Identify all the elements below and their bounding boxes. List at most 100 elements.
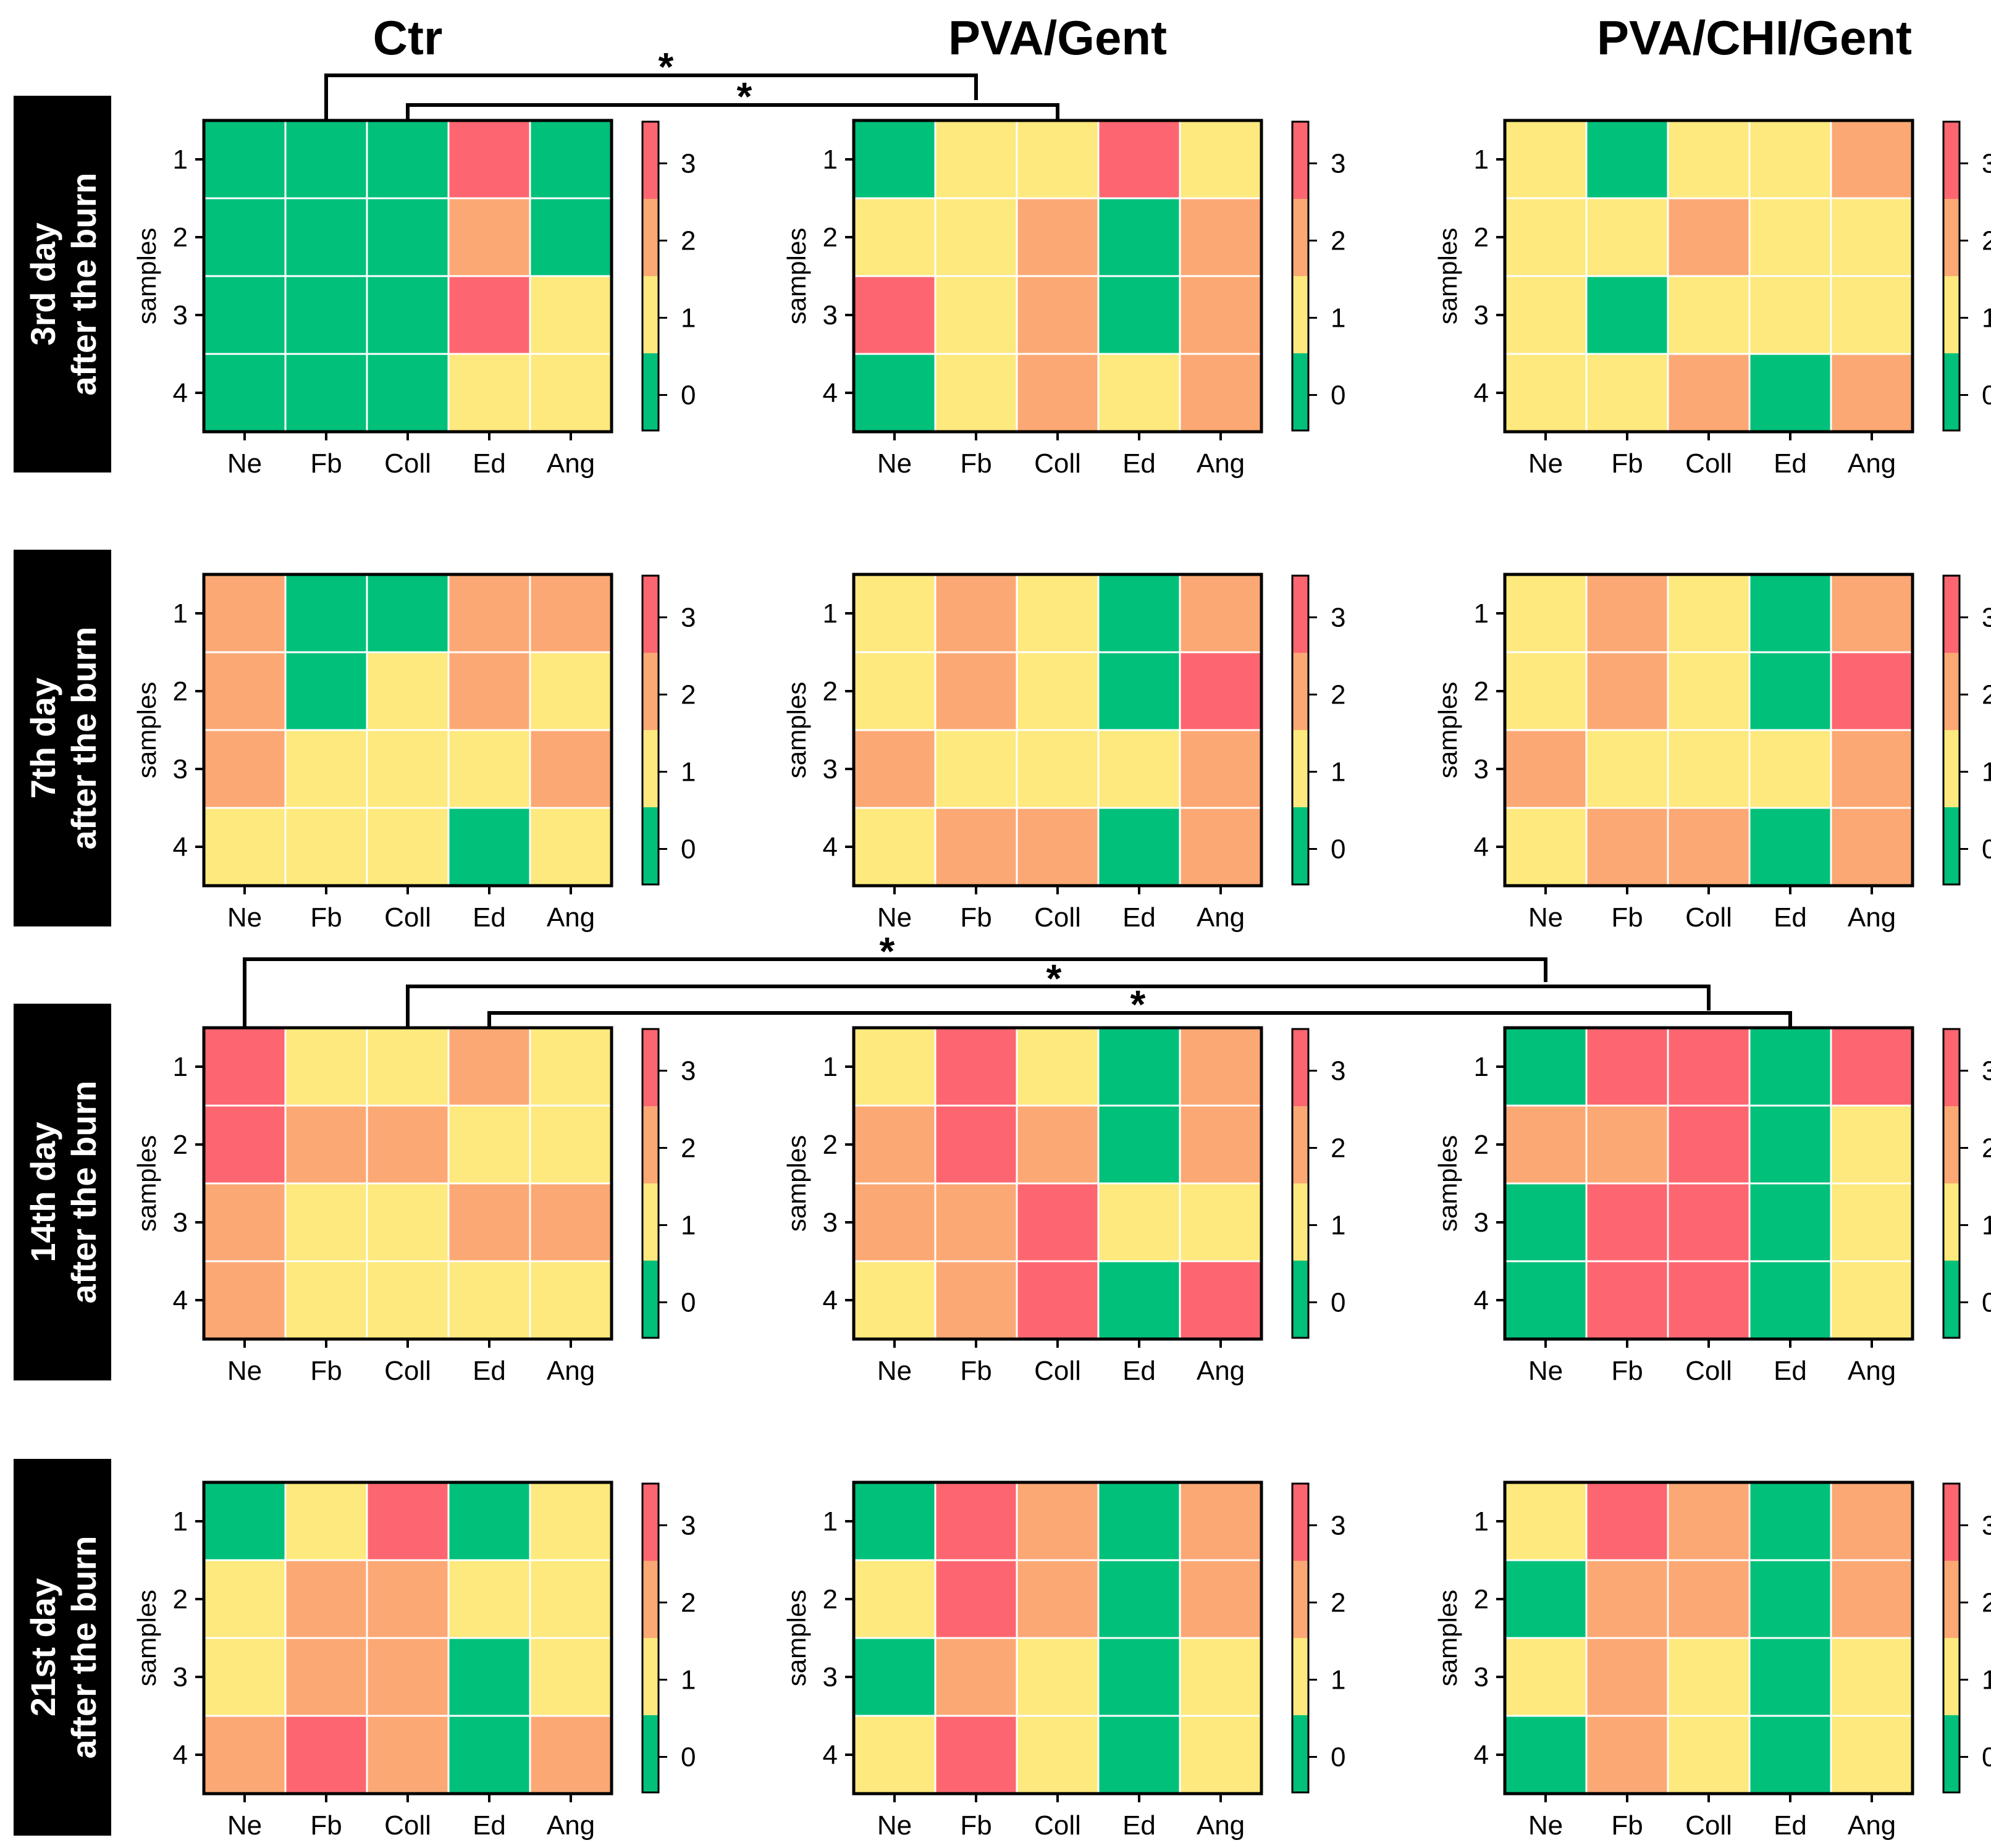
cell-r2-c1-s4-Ne <box>852 1260 937 1340</box>
cell-r0-c1-s4-Ne <box>852 353 937 433</box>
cell-r1-c1-s1-Ang <box>1179 573 1263 653</box>
cell-r3-c2-s2-Ang <box>1830 1559 1914 1639</box>
x-tick-label: Ed <box>473 1810 506 1841</box>
cell-r0-c1-s1-Coll <box>1016 119 1100 200</box>
cell-r3-c2-s3-Coll <box>1667 1637 1751 1717</box>
colorbar-segment <box>1292 1106 1308 1183</box>
colorbar-segment <box>1943 807 1959 884</box>
cell-r1-c2-s3-Coll <box>1667 729 1751 809</box>
x-tick-label: Ang <box>1197 1356 1245 1386</box>
cell-r2-c1-s3-Coll <box>1016 1182 1100 1262</box>
y-tick-label: 3 <box>823 1208 838 1238</box>
cell-r0-c1-s3-Coll <box>1016 275 1100 355</box>
cell-r3-c0-s4-Ne <box>203 1715 287 1795</box>
cell-r1-c0-s3-Coll <box>366 729 450 809</box>
cell-r0-c1-s3-Fb <box>934 275 1018 355</box>
cell-r2-c0-s4-Ang <box>529 1260 613 1340</box>
cell-r3-c1-s4-Ed <box>1097 1715 1181 1795</box>
cell-r3-c0-s3-Coll <box>366 1637 450 1717</box>
cell-r3-c1-s1-Fb <box>934 1481 1018 1561</box>
cell-r3-c0-s1-Ed <box>447 1481 531 1561</box>
x-tick-label: Ed <box>473 448 506 479</box>
x-tick-label: Fb <box>1611 1810 1643 1841</box>
cell-r3-c0-s4-Coll <box>366 1715 450 1795</box>
svg-text:*: * <box>659 44 674 89</box>
colorbar-tick-label: 1 <box>1331 757 1345 788</box>
colorbar-segment <box>642 199 659 276</box>
cell-r0-c0-s1-Fb <box>284 119 368 200</box>
colorbar-tick-label: 2 <box>681 1588 696 1618</box>
cell-r2-c2-s2-Ed <box>1748 1104 1832 1185</box>
cell-r2-c1-s1-Ed <box>1097 1027 1181 1107</box>
colorbar-tick-label: 2 <box>1982 1133 1991 1164</box>
y-tick-label: 4 <box>823 1285 838 1316</box>
colorbar-segment <box>1943 576 1959 653</box>
cell-r0-c0-s1-Ang <box>529 119 613 200</box>
colorbar-tick-label: 1 <box>1331 1665 1345 1695</box>
x-tick-label: Ed <box>1122 1356 1156 1386</box>
x-tick-label: Ang <box>1197 902 1245 933</box>
colorbar-tick-label: 3 <box>1982 603 1991 633</box>
cell-r3-c0-s2-Ang <box>529 1559 613 1639</box>
colorbar-segment <box>1292 1029 1308 1106</box>
x-tick-label: Ed <box>1774 902 1807 933</box>
x-tick-label: Fb <box>310 1810 342 1841</box>
cell-r0-c1-s1-Fb <box>934 119 1018 200</box>
cell-r1-c2-s1-Ne <box>1504 573 1588 653</box>
colorbar-segment <box>1292 122 1308 199</box>
x-tick-label: Ang <box>547 1810 595 1841</box>
y-tick-label: 2 <box>823 222 838 253</box>
cell-r3-c2-s4-Ne <box>1504 1715 1588 1795</box>
cell-r3-c1-s4-Coll <box>1016 1715 1100 1795</box>
y-tick-label: 3 <box>1474 1208 1489 1238</box>
cell-r0-c1-s2-Ne <box>852 197 937 277</box>
cell-r0-c1-s4-Fb <box>934 353 1018 433</box>
cell-r1-c0-s2-Coll <box>366 651 450 731</box>
cell-r3-c1-s4-Fb <box>934 1715 1018 1795</box>
cell-r0-c1-s1-Ed <box>1097 119 1181 200</box>
colorbar-segment <box>642 576 659 653</box>
cell-r3-c0-s2-Ne <box>203 1559 287 1639</box>
x-tick-label: Ed <box>1122 902 1156 933</box>
cell-r3-c1-s2-Ed <box>1097 1559 1181 1639</box>
cell-r3-c2-s3-Fb <box>1585 1637 1669 1717</box>
cell-r3-c1-s1-Coll <box>1016 1481 1100 1561</box>
cell-r3-c0-s3-Ang <box>529 1637 613 1717</box>
cell-r0-c0-s2-Fb <box>284 197 368 277</box>
cell-r1-c2-s2-Fb <box>1585 651 1669 731</box>
cell-r2-c2-s1-Ne <box>1504 1027 1588 1107</box>
colorbar-tick-label: 1 <box>1982 303 1991 334</box>
cell-r3-c2-s4-Fb <box>1585 1715 1669 1795</box>
y-axis-label: samples <box>132 682 161 778</box>
cell-r3-c0-s3-Ne <box>203 1637 287 1717</box>
svg-text:21st dayafter the burn: 21st dayafter the burn <box>23 1536 103 1759</box>
cell-r0-c0-s4-Coll <box>366 353 450 433</box>
colorbar-tick-label: 0 <box>1331 1742 1345 1773</box>
x-tick-label: Fb <box>960 902 991 933</box>
colorbar-segment <box>1943 730 1959 807</box>
cell-r2-c2-s2-Fb <box>1585 1104 1669 1185</box>
colorbar-tick-label: 3 <box>1331 603 1345 633</box>
cell-r1-c2-s4-Ang <box>1830 807 1914 887</box>
colorbar-tick-label: 3 <box>681 1056 696 1086</box>
cell-r2-c0-s4-Ne <box>203 1260 287 1340</box>
cell-r1-c1-s2-Ang <box>1179 651 1263 731</box>
y-axis-label: samples <box>132 1590 161 1686</box>
cell-r0-c1-s2-Coll <box>1016 197 1100 277</box>
cell-r0-c0-s3-Coll <box>366 275 450 355</box>
cell-r1-c1-s3-Coll <box>1016 729 1100 809</box>
cell-r0-c2-s2-Fb <box>1585 197 1669 277</box>
x-tick-label: Ne <box>1528 448 1563 479</box>
colorbar-segment <box>1943 653 1959 730</box>
y-tick-label: 3 <box>173 754 188 784</box>
colorbar-segment <box>1292 1183 1308 1261</box>
cell-r1-c2-s3-Ne <box>1504 729 1588 809</box>
colorbar-segment <box>1292 1638 1308 1715</box>
colorbar-segment <box>642 1484 659 1561</box>
cell-r1-c0-s1-Ne <box>203 573 287 653</box>
cell-r0-c0-s2-Ne <box>203 197 287 277</box>
y-axis-label: samples <box>1433 1590 1462 1686</box>
x-tick-label: Ang <box>1848 448 1896 479</box>
cell-r2-c1-s3-Ed <box>1097 1182 1181 1262</box>
cell-r2-c0-s4-Ed <box>447 1260 531 1340</box>
